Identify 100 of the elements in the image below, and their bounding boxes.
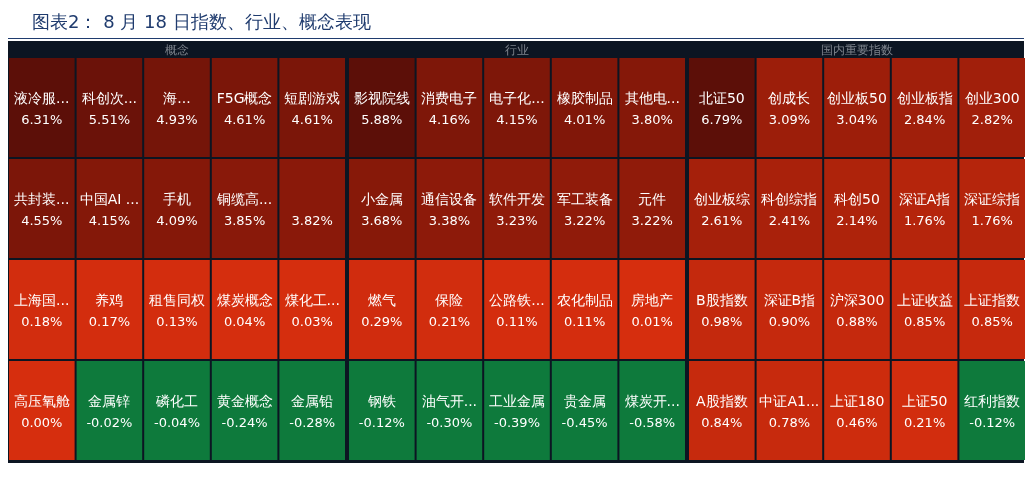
data-label: 3.22%: [563, 212, 606, 228]
data-label: 0.04%: [223, 313, 266, 329]
data-label: 0.85%: [971, 313, 1013, 329]
data-label: 0.29%: [361, 313, 403, 329]
data-label: 0.13%: [156, 313, 198, 329]
data-label: 3.80%: [631, 111, 673, 127]
category-label: 手机: [163, 190, 191, 207]
category-label: 深证B指: [763, 291, 816, 308]
category-label: 中证A1...: [759, 392, 820, 409]
data-label: 0.11%: [496, 313, 538, 329]
data-label: 4.15%: [496, 111, 538, 127]
data-label: -0.30%: [426, 414, 473, 430]
data-label: 4.93%: [156, 111, 198, 127]
data-label: -0.24%: [221, 414, 268, 430]
category-label: 北证50: [698, 89, 745, 106]
category-label: 黄金概念: [216, 392, 273, 409]
data-label: 5.51%: [88, 111, 131, 127]
category-label: 其他电...: [624, 89, 680, 106]
category-label: 创成长: [768, 89, 811, 106]
category-label: 科创综指: [761, 190, 818, 207]
category-label: 共封装...: [14, 190, 70, 207]
data-label: 3.04%: [836, 111, 878, 127]
category-label: 小金属: [360, 190, 403, 207]
data-label: 2.84%: [903, 111, 946, 127]
data-label: 2.41%: [768, 212, 811, 228]
category-label: 磷化工: [155, 392, 198, 409]
category-label: 煤炭概念: [216, 291, 273, 308]
category-label: 公路铁...: [489, 291, 545, 308]
category-label: 深证A指: [898, 190, 951, 207]
category-label: 工业金属: [489, 392, 545, 409]
data-label: 3.22%: [631, 212, 673, 228]
data-label: 3.38%: [428, 212, 471, 228]
data-label: -0.12%: [969, 414, 1016, 430]
data-label: -0.02%: [86, 414, 133, 430]
category-label: 保险: [435, 291, 464, 308]
data-label: 3.85%: [223, 212, 266, 228]
category-label: 创业板50: [827, 89, 887, 106]
category-label: 橡胶制品: [556, 89, 613, 106]
category-label: 软件开发: [489, 190, 545, 207]
text: 概念: [164, 43, 190, 57]
data-label: 4.61%: [223, 111, 266, 127]
data-label: 0.78%: [768, 414, 811, 430]
data-label: 3.82%: [291, 212, 333, 228]
data-label: -0.12%: [358, 414, 405, 430]
data-label: 2.82%: [971, 111, 1013, 127]
data-label: 1.76%: [971, 212, 1013, 228]
category-label: 短剧游戏: [284, 89, 341, 106]
category-label: B股指数: [696, 291, 748, 308]
category-label: 贵金属: [563, 392, 606, 409]
category-label: 煤炭开...: [624, 392, 680, 409]
data-label: 3.09%: [768, 111, 811, 127]
category-label: F5G概念: [216, 89, 273, 106]
data-label: 0.46%: [836, 414, 878, 430]
category-label: 消费电子: [421, 89, 478, 106]
data-label: -0.39%: [494, 414, 540, 430]
category-label: 租售同权: [149, 291, 205, 308]
data-label: 0.85%: [903, 313, 946, 329]
data-label: 0.90%: [768, 313, 811, 329]
text: 国内重要指数: [820, 43, 894, 57]
category-label: 钢铁: [366, 392, 396, 409]
data-label: -0.58%: [629, 414, 676, 430]
data-label: 6.79%: [701, 111, 743, 127]
data-label: 0.21%: [428, 313, 471, 329]
category-label: 科创次...: [81, 89, 138, 106]
category-label: 创业板指: [896, 89, 953, 106]
category-label: 电子化...: [489, 89, 545, 106]
data-label: -0.28%: [289, 414, 336, 430]
category-label: 沪深300: [829, 291, 885, 308]
data-label: 0.98%: [701, 313, 743, 329]
category-label: 金属锌: [88, 392, 131, 409]
data-label: 0.03%: [291, 313, 333, 329]
category-label: 液冷服...: [14, 89, 70, 106]
category-label: 海...: [163, 89, 191, 106]
data-label: 0.17%: [88, 313, 131, 329]
data-label: 4.55%: [21, 212, 63, 228]
category-label: 房地产: [631, 291, 674, 308]
category-label: 创业300: [964, 89, 1020, 106]
data-label: 6.31%: [21, 111, 63, 127]
category-label: 上证50: [901, 392, 948, 409]
category-label: A股指数: [696, 392, 748, 409]
data-label: 2.61%: [701, 212, 743, 228]
data-label: 0.21%: [903, 414, 946, 430]
data-label: 4.15%: [88, 212, 131, 228]
data-label: 4.61%: [291, 111, 333, 127]
category-label: 上证收益: [896, 291, 953, 308]
data-label: 2.14%: [836, 212, 878, 228]
category-label: 上海国...: [14, 291, 70, 308]
category-label: 红利指数: [964, 392, 1021, 409]
data-label: 0.18%: [21, 313, 63, 329]
category-label: 铜缆高...: [215, 190, 273, 207]
category-label: 中国AI ...: [79, 190, 140, 207]
category-label: 金属铅: [291, 392, 334, 409]
category-label: 农化制品: [556, 291, 613, 308]
category-label: 元件: [638, 190, 667, 207]
category-label: 油气开...: [421, 392, 478, 409]
data-label: 3.68%: [361, 212, 403, 228]
data-label: 0.88%: [836, 313, 878, 329]
category-label: 燃气: [367, 291, 396, 308]
category-label: 影视院线: [353, 89, 410, 106]
data-label: 3.23%: [496, 212, 538, 228]
